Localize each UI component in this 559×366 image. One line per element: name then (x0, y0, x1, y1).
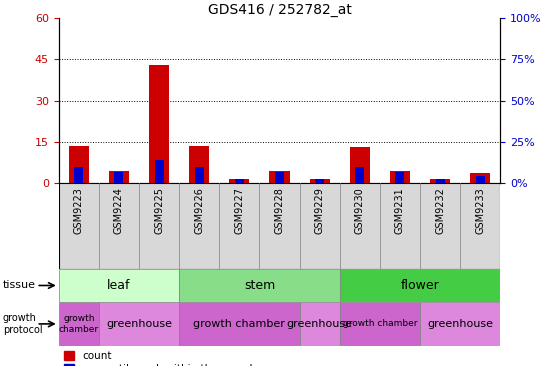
Bar (235, 179, 244, 183)
Text: leaf: leaf (107, 279, 131, 292)
Bar (340, 302, 420, 346)
Bar (59, 269, 179, 302)
Bar (99, 302, 179, 346)
Bar (59, 302, 99, 346)
Bar (195, 167, 203, 183)
Bar (229, 179, 249, 183)
Text: greenhouse: greenhouse (106, 319, 172, 329)
Text: GSM9230: GSM9230 (355, 187, 365, 234)
Text: flower: flower (401, 279, 439, 292)
Text: growth
protocol: growth protocol (3, 313, 42, 335)
Legend: count, percentile rank within the sample: count, percentile rank within the sample (64, 351, 258, 366)
Text: GSM9227: GSM9227 (234, 187, 244, 234)
Bar (300, 302, 340, 346)
Bar (350, 147, 370, 183)
Bar (435, 179, 444, 183)
Title: GDS416 / 252782_at: GDS416 / 252782_at (207, 3, 352, 17)
Bar (430, 179, 450, 183)
Bar (275, 172, 284, 183)
Text: growth
chamber: growth chamber (59, 314, 99, 334)
Text: growth chamber: growth chamber (343, 320, 417, 328)
Bar (340, 269, 500, 302)
Bar (269, 171, 290, 183)
Bar (476, 176, 485, 183)
Bar (390, 171, 410, 183)
Bar (154, 160, 164, 183)
Text: GSM9229: GSM9229 (315, 187, 325, 234)
Bar (420, 302, 500, 346)
Text: tissue: tissue (3, 280, 36, 291)
Bar (356, 167, 364, 183)
Text: growth chamber: growth chamber (193, 319, 285, 329)
Bar (395, 172, 405, 183)
Text: greenhouse: greenhouse (427, 319, 493, 329)
Text: GSM9232: GSM9232 (435, 187, 445, 234)
Bar (115, 172, 124, 183)
Text: GSM9223: GSM9223 (74, 187, 84, 234)
Bar (109, 171, 129, 183)
Bar (310, 179, 330, 183)
Text: GSM9231: GSM9231 (395, 187, 405, 234)
Bar (315, 179, 324, 183)
Bar (179, 269, 340, 302)
Bar (470, 173, 490, 183)
Text: GSM9233: GSM9233 (475, 187, 485, 234)
Text: GSM9226: GSM9226 (194, 187, 204, 234)
Text: stem: stem (244, 279, 275, 292)
Bar (69, 146, 89, 183)
Bar (74, 167, 83, 183)
Bar (179, 302, 300, 346)
Bar (149, 65, 169, 183)
Text: greenhouse: greenhouse (287, 319, 353, 329)
Text: GSM9228: GSM9228 (274, 187, 285, 234)
Text: GSM9224: GSM9224 (114, 187, 124, 234)
Text: GSM9225: GSM9225 (154, 187, 164, 234)
Bar (189, 146, 209, 183)
